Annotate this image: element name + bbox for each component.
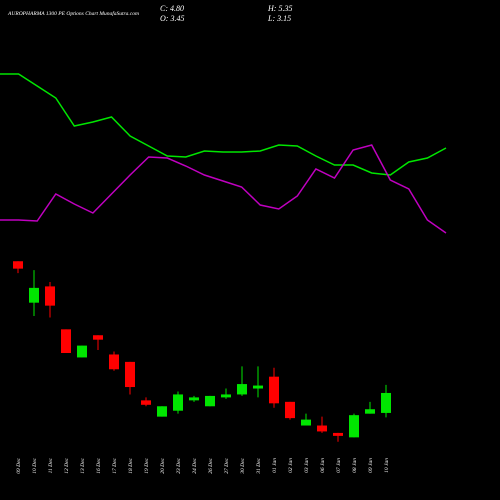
x-tick-label: 10 Dec: [32, 457, 38, 473]
candle-body: [77, 345, 87, 358]
candle-body: [45, 286, 55, 306]
x-tick-label: 27 Dec: [224, 457, 230, 473]
x-tick-label: 10 Jan: [384, 458, 390, 473]
x-tick-label: 13 Dec: [80, 457, 86, 473]
x-tick-label: 01 Jan: [272, 458, 278, 473]
candle-body: [93, 335, 103, 340]
candle-body: [333, 432, 343, 436]
x-tick-label: 30 Dec: [240, 457, 246, 474]
x-tick-label: 16 Dec: [96, 457, 102, 473]
x-tick-label: 03 Jan: [304, 458, 310, 473]
low-label: L: 3.15: [267, 14, 291, 23]
candle-body: [221, 394, 231, 398]
candle-body: [301, 419, 311, 426]
x-tick-label: 17 Dec: [112, 457, 118, 473]
x-tick-label: 18 Dec: [128, 457, 134, 473]
candle-body: [365, 409, 375, 414]
candle-body: [109, 354, 119, 370]
candle-body: [237, 384, 247, 395]
x-tick-label: 11 Dec: [48, 457, 54, 473]
candle-body: [269, 376, 279, 404]
x-tick-label: 09 Jan: [368, 458, 374, 473]
candle-body: [381, 392, 391, 413]
candle-body: [285, 401, 295, 419]
candle-body: [317, 425, 327, 432]
x-tick-label: 09 Dec: [16, 457, 22, 473]
x-tick-label: 20 Dec: [160, 457, 166, 473]
candle-body: [205, 395, 215, 407]
indicator-line: [0, 144, 447, 234]
candle-body: [61, 329, 71, 353]
x-tick-label: 12 Dec: [64, 457, 70, 473]
close-label: C: 4.80: [160, 4, 184, 13]
x-tick-label: 31 Dec: [256, 457, 262, 474]
candle-body: [157, 406, 167, 417]
x-tick-label: 23 Dec: [176, 457, 182, 473]
x-tick-label: 07 Jan: [336, 458, 342, 473]
candle-body: [13, 261, 23, 269]
x-tick-label: 06 Jan: [320, 458, 326, 473]
x-tick-label: 19 Dec: [144, 457, 150, 473]
chart-title: AUROPHARMA 1300 PE Options Chart MunafaS…: [7, 10, 139, 17]
candle-body: [173, 394, 183, 411]
high-label: H: 5.35: [267, 4, 292, 13]
x-tick-label: 26 Dec: [208, 457, 214, 473]
candle-body: [141, 400, 151, 405]
indicator-line: [0, 73, 447, 176]
x-tick-label: 24 Dec: [191, 457, 198, 473]
candle-body: [349, 415, 359, 438]
candle-body: [125, 361, 135, 388]
open-label: O: 3.45: [160, 14, 184, 23]
candle-body: [253, 385, 263, 389]
candle-body: [29, 287, 39, 303]
x-tick-label: 02 Jan: [288, 458, 294, 473]
candle-body: [189, 397, 199, 401]
x-tick-label: 08 Jan: [352, 458, 358, 473]
